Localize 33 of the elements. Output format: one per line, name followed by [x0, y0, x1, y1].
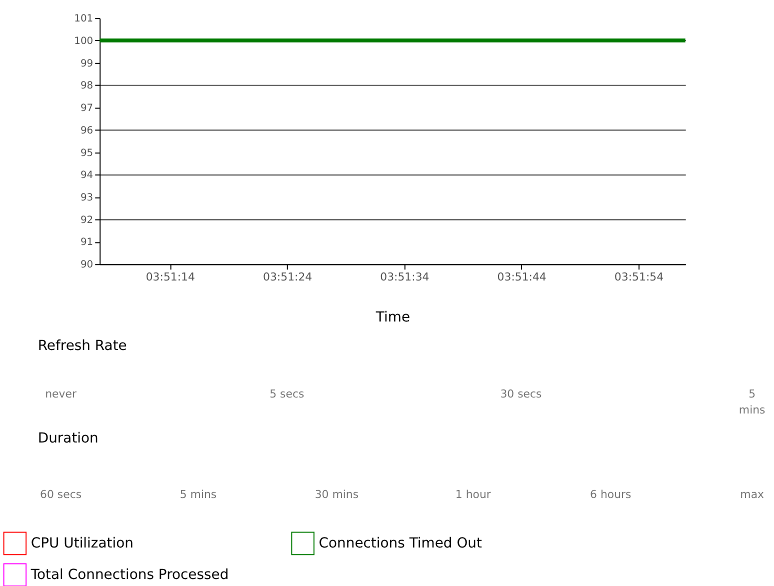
y-tick-label: 101: [74, 14, 94, 25]
x-tick-label: 03:51:24: [263, 270, 312, 284]
text: max: [740, 488, 765, 502]
y-tick-label: 93: [80, 192, 94, 204]
legend-label: CPU Utilization: [30, 535, 134, 552]
y-tick-label: 92: [80, 214, 94, 226]
text: 5 mins: [180, 488, 217, 502]
y-tick-label: 98: [80, 80, 94, 92]
x-tick-label: 03:51:54: [614, 270, 664, 284]
text: 1 hour: [455, 488, 492, 502]
y-tick-label: 95: [80, 148, 94, 159]
text: 30 mins: [314, 488, 359, 502]
text: 60 secs: [40, 488, 82, 502]
y-tick-label: 94: [80, 170, 94, 182]
text: never: [45, 388, 77, 401]
text: Refresh Rate: [38, 338, 127, 354]
x-tick-label: 03:51:14: [146, 270, 196, 284]
text: 6 hours: [590, 488, 632, 502]
y-tick-label: 99: [80, 58, 94, 70]
x-axis-title: Time: [374, 309, 410, 326]
y-tick-label: 96: [80, 125, 94, 136]
y-tick-label: 90: [80, 260, 94, 271]
y-tick-label: 100: [74, 36, 94, 47]
legend-label: Connections Timed Out: [318, 535, 483, 552]
y-tick-label: 97: [80, 103, 94, 114]
x-tick-label: 03:51:34: [380, 270, 430, 284]
text: 5 mins: [738, 388, 766, 417]
text: Duration: [38, 430, 98, 446]
y-tick-label: 91: [80, 237, 94, 248]
x-tick-label: 03:51:44: [497, 270, 546, 284]
text: 5 secs: [270, 388, 304, 401]
legend-label: Total Connections Processed: [30, 566, 229, 583]
text: 30 secs: [500, 388, 542, 401]
